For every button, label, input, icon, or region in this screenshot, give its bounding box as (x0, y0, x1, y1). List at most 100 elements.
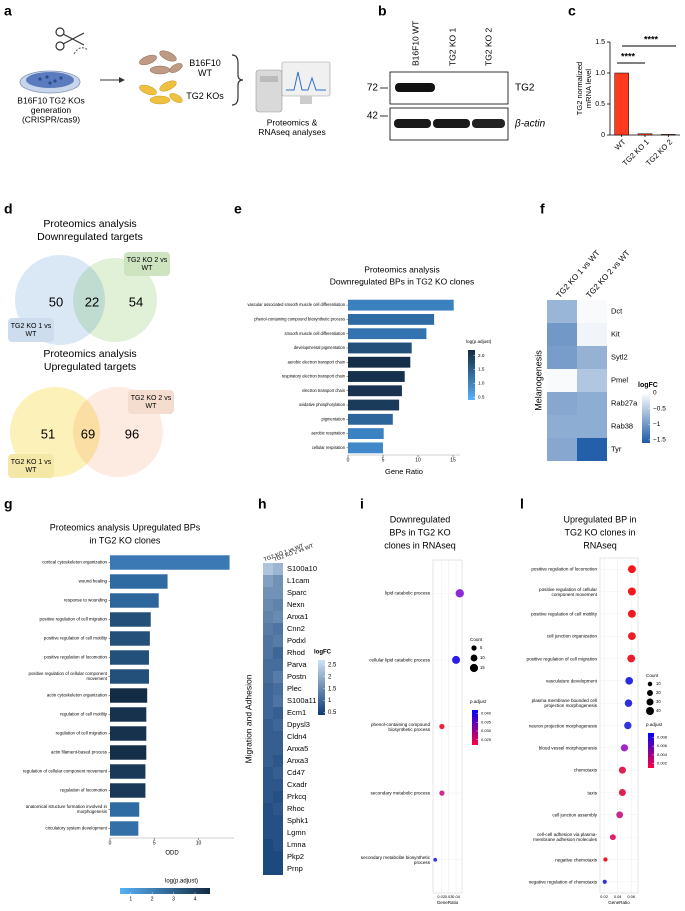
legend-label: 10 (656, 681, 661, 686)
bar (110, 745, 147, 760)
category-label: plasma membrane bounded cell projection … (531, 698, 597, 709)
chart-title: RNAseq (583, 540, 617, 550)
legend-title: Count (646, 673, 659, 678)
category-label: vascular associated smooth muscle cell d… (247, 302, 345, 307)
colorbar-label: 2 (151, 896, 154, 902)
venn-label: TG2 KO 1 vs WT (10, 457, 52, 474)
heat-cell (263, 863, 273, 875)
heat-cell (273, 587, 283, 599)
category-label-box: wound healing (79, 579, 107, 584)
dot (624, 721, 632, 730)
heat-cell (577, 438, 607, 461)
colorbar-label: 0 (653, 390, 657, 397)
colorbar-label: 0.002 (657, 761, 668, 766)
y-tick-label: 1.5 (595, 39, 605, 46)
legend-label: 20 (656, 690, 661, 695)
dot (616, 811, 624, 819)
category-label: positive regulation of cell migration (526, 655, 597, 661)
category-label: phenol-containing compound biosynthetic … (254, 316, 345, 321)
schematic-text-box: Proteomics & RNAseq analyses (258, 118, 326, 137)
lane-label: TG2 KO 1 (447, 27, 457, 66)
category-label-box: circulatory system development (45, 826, 107, 831)
category-label: cell-cell adhesion via plasma-membrane a… (533, 832, 597, 843)
category-label-box: regulation of cell motility (60, 712, 107, 717)
lane-label: B16F10 WT (410, 21, 420, 66)
heat-cell (273, 815, 283, 827)
category-label: regulation of cell migration (55, 730, 107, 736)
category-label: cellular respiration (312, 445, 346, 450)
colorbar-label: 3 (172, 896, 175, 902)
y-tick-label: 0 (601, 132, 605, 139)
heat-cell (263, 575, 273, 587)
venn-label-box (8, 318, 54, 342)
category-label: aerobic respiration (311, 431, 345, 436)
x-tick-label: 0.02 (600, 894, 609, 899)
venn-label: TG2 KO 2 vs WT (126, 255, 168, 272)
venn-label: TG2 KO 1 vs WT (10, 321, 52, 338)
heat-cell (273, 623, 283, 635)
x-tick-label: 0 (109, 840, 112, 846)
category-label-box: vasculature development (545, 678, 597, 684)
dot (620, 744, 629, 752)
heat-cell (273, 863, 283, 875)
size-key (469, 663, 479, 673)
category-label: phenol-containing compound biosynthetic … (371, 721, 430, 732)
row-label: S100a11 (287, 696, 316, 705)
bar (110, 631, 150, 646)
category-label: positive regulation of cellular componen… (539, 586, 597, 597)
heat-cell (273, 755, 283, 767)
venn-label-box (124, 252, 170, 276)
panel-letter: g (4, 496, 13, 512)
dot (603, 857, 608, 862)
category-label-box: phenol-containing compound biosynthetic … (371, 721, 430, 732)
venn-title: Proteomics analysis (43, 348, 136, 360)
x-tick-label: 15 (450, 457, 456, 463)
colorbar-label: 0.040 (481, 711, 492, 716)
size-key (470, 654, 478, 662)
marker-label: 42 (367, 111, 379, 122)
size-key (647, 690, 653, 696)
colorbar-label: 0.006 (657, 743, 668, 748)
dot (618, 788, 626, 797)
colorbar (318, 660, 325, 715)
y-axis-label: TG2 normalized (575, 62, 584, 115)
heat-cell (273, 647, 283, 659)
panel-letter: i (360, 496, 364, 512)
heat-cell (577, 300, 607, 323)
lane-label: TG2 KO 2 (483, 27, 493, 66)
row-label: Lmna (287, 840, 307, 849)
heat-cell (263, 839, 273, 851)
dot (602, 879, 607, 884)
colorbar-label: −1 (653, 421, 661, 428)
colorbar-label: 1 (328, 698, 332, 704)
row-label: Cldn4 (287, 732, 307, 741)
row-label: Prkcq (287, 792, 306, 801)
bar (348, 442, 383, 454)
category-label-box: cellular lipid catabolic process (369, 657, 430, 662)
category-label: taxis (587, 789, 597, 795)
protein-label: TG2 (515, 83, 535, 94)
panel-letter: a (4, 3, 12, 19)
category-label: vasculature development (545, 678, 597, 684)
group-label: Migration and Adhesion (243, 674, 253, 763)
x-tick-label: 0.04 (614, 894, 623, 899)
heat-cell (273, 671, 283, 683)
heat-cell (547, 323, 577, 346)
category-label-box: cell junction organization (547, 634, 597, 639)
colorbar-label: 2.0 (478, 353, 485, 358)
bar (614, 72, 629, 136)
venn-title: Downregulated targets (37, 231, 143, 243)
heat-cell (263, 719, 273, 731)
category-label-box: negative regulation of chemotaxis (529, 879, 597, 884)
legend-label: 40 (656, 708, 661, 713)
dot (439, 790, 445, 796)
heat-cell (273, 827, 283, 839)
category-label-box: response to wounding (64, 598, 107, 603)
panel-letter: f (540, 201, 545, 217)
heat-cell (263, 743, 273, 755)
x-tick-label: 5 (382, 457, 385, 463)
colorbar-label: 0.030 (481, 728, 492, 733)
category-label-box: positive regulation of cell migration (526, 655, 597, 661)
category-label-box: positive regulation of cellular componen… (539, 586, 597, 597)
